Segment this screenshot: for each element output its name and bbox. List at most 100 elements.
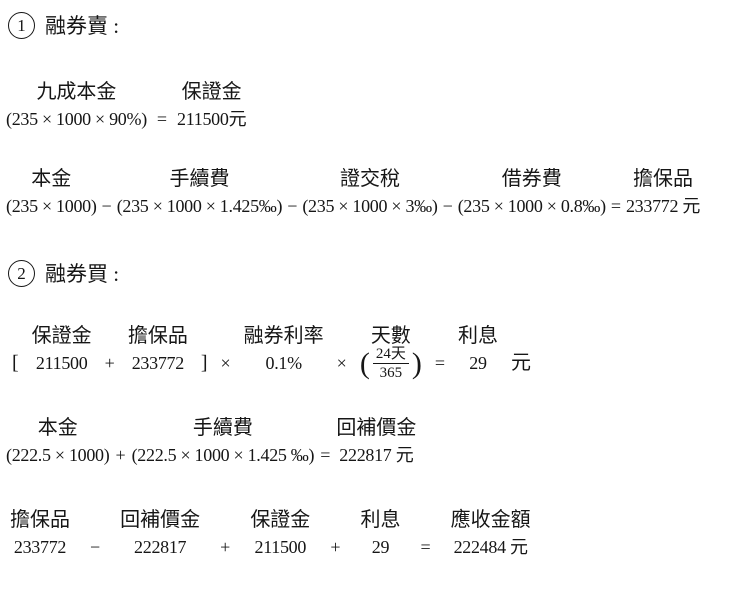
segment-label: 保證金 bbox=[31, 325, 92, 347]
section-2-title: 融券買 : bbox=[45, 262, 120, 286]
segment-formula: 211500 bbox=[254, 537, 307, 557]
minus-operator: − bbox=[101, 196, 112, 216]
segment-label: 利息 bbox=[360, 509, 401, 531]
segment-formula: 222817 元 bbox=[339, 445, 414, 465]
equation-segment: 本金 (222.5 × 1000) bbox=[6, 416, 110, 470]
circled-1-icon: 1 bbox=[8, 11, 35, 39]
segment-label: 借券費 bbox=[501, 168, 562, 190]
segment-label: 手續費 bbox=[192, 417, 253, 439]
minus-operator: − bbox=[90, 537, 101, 557]
segment-label: 擔保品 bbox=[633, 168, 694, 190]
close-bracket: ] bbox=[200, 352, 208, 374]
equation-segment: 回補價金 222817 元 bbox=[336, 416, 416, 470]
segment-formula: (235 × 1000 × 90%) bbox=[6, 109, 147, 129]
equation-segment: 本金 (235 × 1000) bbox=[6, 167, 97, 221]
plus-operator: + bbox=[104, 353, 115, 373]
equation-segment: 利息 29 bbox=[458, 324, 498, 378]
plus-operator: + bbox=[330, 537, 341, 557]
equation-segment: 借券費 (235 × 1000 × 0.8‰) bbox=[458, 167, 606, 221]
segment-formula: (235 × 1000) bbox=[6, 196, 97, 216]
segment-formula: 222484 元 bbox=[453, 537, 528, 557]
segment-formula: (222.5 × 1000 × 1.425 ‰) bbox=[131, 445, 315, 465]
equation-segment: 九成本金 (235 × 1000 × 90%) bbox=[6, 80, 147, 134]
segment-formula: 233772 元 bbox=[625, 196, 701, 216]
segment-formula: (235 × 1000 × 0.8‰) bbox=[457, 196, 606, 216]
multiply-operator: × bbox=[220, 353, 231, 373]
segment-label: 本金 bbox=[37, 417, 78, 439]
segment-formula: 211500元 bbox=[177, 109, 247, 129]
equation-segment: 擔保品 233772 bbox=[10, 508, 70, 562]
equals-operator: = bbox=[610, 196, 621, 216]
segment-label: 天數 bbox=[370, 325, 411, 347]
segment-label: 保證金 bbox=[250, 509, 311, 531]
section-1-heading: 1 融券賣 : bbox=[8, 10, 752, 40]
equation-row: 九成本金 (235 × 1000 × 90%) = 保證金 211500元 bbox=[6, 80, 752, 134]
fraction-denominator: 365 bbox=[379, 365, 403, 381]
equals-operator: = bbox=[420, 537, 431, 557]
open-paren: ( bbox=[359, 346, 370, 380]
segment-formula: 0.1% bbox=[265, 353, 303, 373]
multiply-operator: × bbox=[336, 353, 347, 373]
equation-block-receivable: 擔保品 233772 − 回補價金 222817 + 保證金 211500 + … bbox=[10, 508, 752, 562]
equation-segment: 手續費 (222.5 × 1000 × 1.425 ‰) bbox=[132, 416, 315, 470]
segment-label: 融券利率 bbox=[243, 325, 324, 347]
segment-label: 回補價金 bbox=[120, 509, 201, 531]
currency-unit: 元 bbox=[510, 352, 531, 374]
equation-segment: 擔保品 233772 bbox=[128, 324, 188, 378]
segment-formula: (222.5 × 1000) bbox=[6, 445, 110, 465]
segment-label: 利息 bbox=[457, 325, 498, 347]
segment-label: 保證金 bbox=[181, 81, 242, 103]
segment-label: 應收金額 bbox=[450, 509, 531, 531]
segment-label: 手續費 bbox=[169, 168, 230, 190]
segment-formula: 233772 bbox=[131, 353, 185, 373]
equation-row: [ 保證金 211500 + 擔保品 233772 ] × 融券利率 0.1% … bbox=[12, 324, 752, 381]
equation-block-buyback: 本金 (222.5 × 1000) + 手續費 (222.5 × 1000 × … bbox=[6, 416, 752, 470]
segment-formula: 233772 bbox=[13, 537, 67, 557]
equation-row: 本金 (222.5 × 1000) + 手續費 (222.5 × 1000 × … bbox=[6, 416, 752, 470]
fraction: 24天 365 bbox=[372, 345, 409, 382]
segment-label: 本金 bbox=[31, 168, 72, 190]
circled-2-icon: 2 bbox=[8, 259, 35, 287]
segment-label: 九成本金 bbox=[36, 81, 117, 103]
open-bracket: [ bbox=[12, 352, 19, 374]
plus-operator: + bbox=[115, 445, 126, 465]
equation-segment: 保證金 211500元 bbox=[177, 80, 247, 134]
segment-formula: (235 × 1000 × 1.425‰) bbox=[116, 196, 283, 216]
section-2-heading: 2 融券買 : bbox=[8, 258, 752, 288]
fraction-numerator: 24天 bbox=[372, 345, 409, 364]
segment-formula: 29 bbox=[371, 537, 390, 557]
minus-operator: − bbox=[442, 196, 453, 216]
equation-row: 擔保品 233772 − 回補價金 222817 + 保證金 211500 + … bbox=[10, 508, 752, 562]
equation-block-margin-deposit: 九成本金 (235 × 1000 × 90%) = 保證金 211500元 bbox=[6, 80, 752, 134]
equation-segment: 保證金 211500 bbox=[250, 508, 310, 562]
fraction-group: ( 24天 365 ) bbox=[360, 345, 422, 382]
plus-operator: + bbox=[220, 537, 231, 557]
equation-segment: 證交稅 (235 × 1000 × 3‰) bbox=[302, 167, 438, 221]
fraction-segment: 天數 ( 24天 365 ) bbox=[360, 324, 422, 381]
equation-block-interest: [ 保證金 211500 + 擔保品 233772 ] × 融券利率 0.1% … bbox=[12, 324, 752, 381]
close-paren: ) bbox=[411, 346, 422, 380]
equation-segment: 保證金 211500 bbox=[32, 324, 92, 378]
equation-block-collateral: 本金 (235 × 1000) − 手續費 (235 × 1000 × 1.42… bbox=[6, 167, 752, 221]
equals-operator: = bbox=[320, 445, 331, 465]
equation-row: 本金 (235 × 1000) − 手續費 (235 × 1000 × 1.42… bbox=[6, 167, 752, 221]
segment-label: 擔保品 bbox=[10, 509, 70, 531]
equation-segment: 手續費 (235 × 1000 × 1.425‰) bbox=[117, 167, 283, 221]
segment-formula: 29 bbox=[469, 353, 487, 373]
segment-label: 回補價金 bbox=[336, 417, 417, 439]
segment-formula: 211500 bbox=[35, 353, 88, 373]
segment-label: 證交稅 bbox=[339, 168, 400, 190]
equals-operator: = bbox=[156, 109, 168, 129]
equation-segment: 回補價金 222817 bbox=[120, 508, 200, 562]
equation-segment: 融券利率 0.1% bbox=[244, 324, 324, 378]
equation-segment: 利息 29 bbox=[360, 508, 400, 562]
segment-formula: 222817 bbox=[134, 537, 187, 557]
segment-formula: (235 × 1000 × 3‰) bbox=[302, 196, 438, 216]
equals-operator: = bbox=[434, 353, 445, 373]
equation-segment: 擔保品 233772 元 bbox=[626, 167, 700, 221]
equation-segment: 應收金額 222484 元 bbox=[451, 508, 531, 562]
fraction-formula: ( 24天 365 ) bbox=[360, 346, 422, 381]
segment-label: 擔保品 bbox=[127, 325, 188, 347]
section-1-title: 融券賣 : bbox=[45, 14, 120, 38]
document-page: 1 融券賣 : 九成本金 (235 × 1000 × 90%) = 保證金 21… bbox=[6, 10, 752, 562]
